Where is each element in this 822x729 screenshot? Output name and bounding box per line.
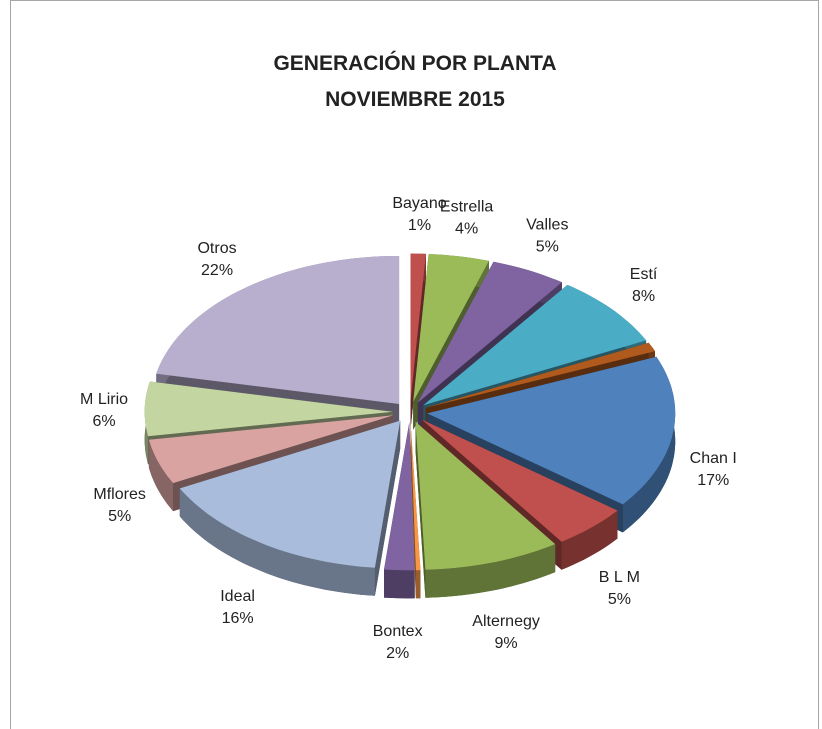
pie-slice [410, 422, 421, 599]
slice-top [425, 342, 655, 408]
slice-value-label: 16% [222, 610, 254, 627]
slice-value-label: 17% [697, 472, 729, 489]
pie-slice [179, 420, 401, 596]
slice-label: Chan I [690, 450, 737, 467]
slice-value-label: 5% [108, 508, 131, 525]
slice-value-label: 6% [92, 413, 115, 430]
slice-side [410, 253, 426, 430]
chart-subtitle: NOVIEMBRE 2015 [325, 88, 505, 111]
slice-top [427, 356, 676, 505]
slice-label: Estrella [440, 198, 493, 215]
slice-top [421, 419, 618, 542]
slice-top [410, 422, 421, 571]
slice-value-label: 1% [408, 217, 431, 234]
slice-label: Valles [526, 216, 568, 233]
slice-value-label: 9% [495, 635, 518, 652]
slice-top [156, 256, 400, 404]
slice-top [415, 421, 556, 570]
slice-label: B L M [599, 569, 640, 586]
slice-value-label: 5% [608, 591, 631, 608]
slice-label: Bayano [392, 195, 446, 212]
slice-wall [179, 488, 375, 596]
slice-side [415, 421, 426, 598]
chart-title: GENERACIÓN POR PLANTA [273, 51, 556, 75]
slice-side [410, 422, 416, 599]
slice-label: Estí [630, 266, 658, 283]
slice-top [423, 284, 647, 406]
slice-value-label: 2% [386, 645, 409, 662]
slice-label: M Lirio [80, 391, 128, 408]
pie-slice [384, 422, 415, 599]
slice-wall [148, 439, 174, 512]
slice-wall [425, 544, 556, 598]
slice-top [410, 253, 426, 402]
slice-label: Alternegy [472, 613, 540, 630]
slice-side [374, 420, 401, 596]
slice-label: Bontex [373, 623, 423, 640]
slice-wall [384, 569, 415, 599]
slice-top [179, 420, 401, 568]
slice-label: Otros [197, 240, 236, 257]
slice-label: Ideal [220, 588, 255, 605]
slice-label: Mflores [93, 486, 145, 503]
slice-top [148, 415, 394, 484]
slice-value-label: 8% [632, 288, 655, 305]
slice-value-label: 22% [201, 262, 233, 279]
slice-top [413, 254, 489, 402]
slice-value-label: 5% [536, 238, 559, 255]
slice-top [144, 381, 393, 437]
slice-wall [415, 570, 421, 599]
pie-slice [415, 421, 556, 598]
slice-wall [561, 510, 618, 570]
slice-value-label: 4% [455, 220, 478, 237]
slice-top [384, 422, 415, 571]
slice-top [417, 261, 562, 403]
slice-wall [622, 356, 676, 533]
